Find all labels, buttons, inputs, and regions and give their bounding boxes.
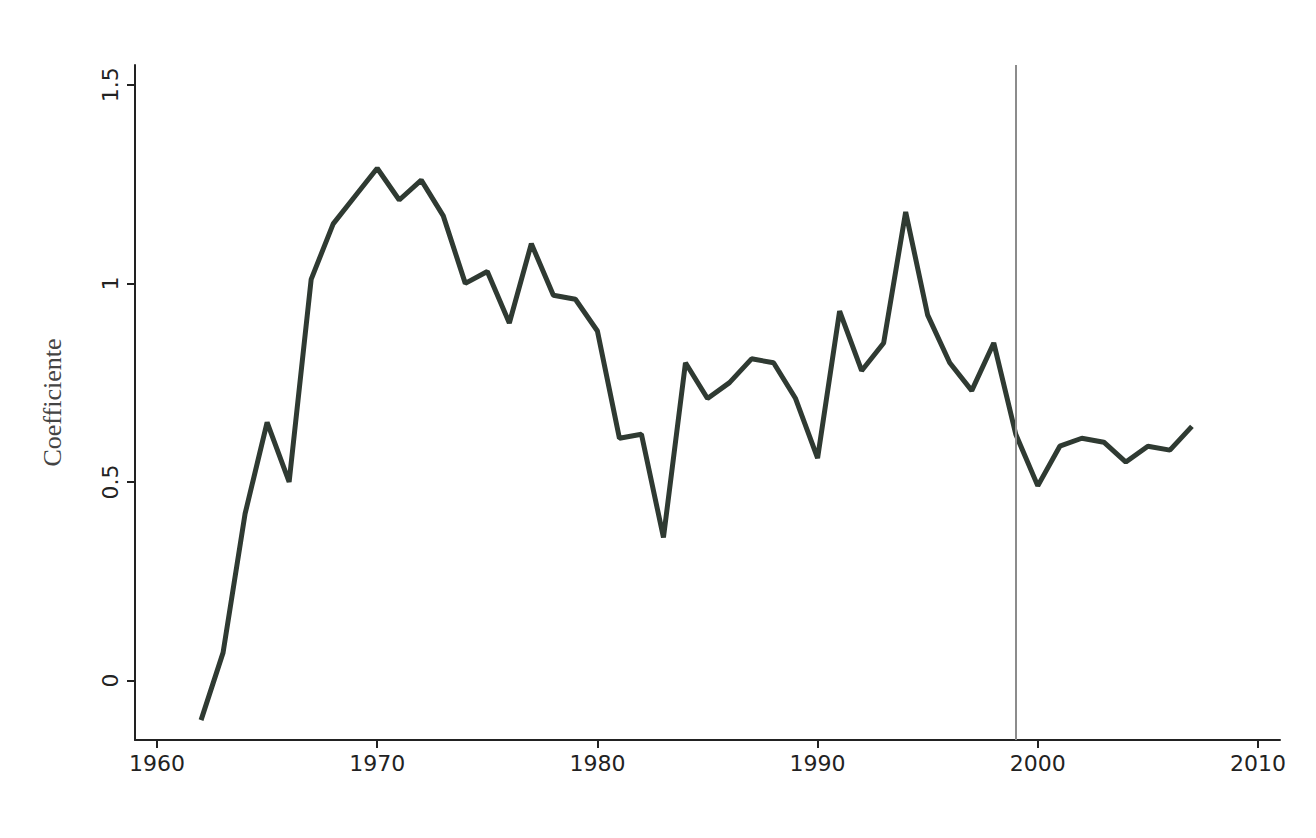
svg-text:0: 0: [98, 673, 123, 687]
svg-text:1980: 1980: [569, 751, 625, 776]
svg-text:0.5: 0.5: [98, 464, 123, 499]
svg-text:2010: 2010: [1230, 751, 1286, 776]
svg-text:1: 1: [98, 276, 123, 290]
svg-text:1990: 1990: [790, 751, 846, 776]
svg-text:1970: 1970: [349, 751, 405, 776]
svg-text:1.5: 1.5: [98, 67, 123, 102]
svg-text:2000: 2000: [1010, 751, 1066, 776]
svg-text:1960: 1960: [129, 751, 185, 776]
svg-text:Coefficiente: Coefficiente: [38, 338, 67, 466]
